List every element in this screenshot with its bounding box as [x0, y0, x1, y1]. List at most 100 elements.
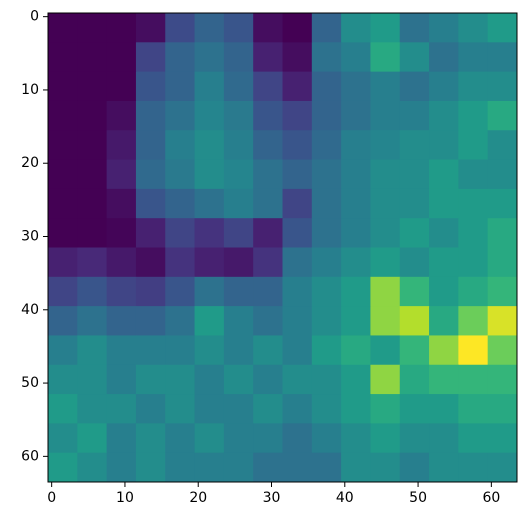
heatmap-cell: [488, 423, 518, 453]
heatmap-cell: [48, 423, 78, 453]
heatmap-cell: [488, 394, 518, 424]
heatmap-cell: [224, 453, 254, 483]
heatmap-cell: [400, 101, 430, 131]
heatmap-cell: [195, 365, 225, 395]
heatmap-cell: [224, 365, 254, 395]
heatmap-cell: [429, 277, 459, 307]
heatmap-cell: [370, 42, 400, 72]
heatmap-cell: [341, 248, 371, 278]
heatmap-cell: [195, 277, 225, 307]
heatmap-cell: [488, 13, 518, 43]
heatmap-cell: [107, 218, 137, 248]
heatmap-cell: [195, 394, 225, 424]
heatmap-cell: [283, 160, 313, 190]
heatmap-cell: [370, 13, 400, 43]
heatmap-cell: [341, 335, 371, 365]
heatmap-cell: [341, 423, 371, 453]
heatmap-cell: [107, 335, 137, 365]
heatmap-cell: [312, 365, 342, 395]
heatmap-cell: [488, 160, 518, 190]
heatmap-cell: [253, 101, 283, 131]
heatmap-cell: [165, 130, 195, 160]
heatmap-cell: [429, 72, 459, 102]
heatmap-cell: [48, 42, 78, 72]
heatmap-cell: [136, 42, 166, 72]
heatmap-cell: [370, 101, 400, 131]
y-tick-label: 0: [30, 9, 39, 25]
heatmap-cell: [136, 189, 166, 219]
heatmap-cell: [458, 306, 488, 336]
heatmap-cell: [429, 13, 459, 43]
heatmap-cell: [400, 130, 430, 160]
heatmap-cell: [400, 42, 430, 72]
heatmap-cell: [136, 248, 166, 278]
heatmap-cell: [370, 277, 400, 307]
heatmap-cell: [312, 394, 342, 424]
heatmap-cell: [48, 335, 78, 365]
heatmap-cell: [165, 394, 195, 424]
heatmap-cell: [370, 335, 400, 365]
heatmap-cell: [488, 277, 518, 307]
heatmap-cell: [77, 365, 107, 395]
heatmap-cell: [429, 101, 459, 131]
x-tick-label: 20: [189, 490, 207, 506]
heatmap-cell: [458, 130, 488, 160]
heatmap-cell: [224, 423, 254, 453]
heatmap-cell: [77, 277, 107, 307]
heatmap-cell: [77, 335, 107, 365]
heatmap-cell: [429, 160, 459, 190]
heatmap-cell: [400, 365, 430, 395]
heatmap-cell: [136, 306, 166, 336]
heatmap-cell: [312, 42, 342, 72]
heatmap-cell: [107, 453, 137, 483]
heatmap-cell: [253, 42, 283, 72]
heatmap-cell: [253, 277, 283, 307]
heatmap-cell: [48, 306, 78, 336]
heatmap-cell: [165, 160, 195, 190]
y-tick-label: 30: [21, 229, 39, 245]
heatmap-cell: [400, 277, 430, 307]
heatmap-cell: [224, 160, 254, 190]
heatmap-cell: [107, 423, 137, 453]
heatmap-cell: [488, 130, 518, 160]
heatmap-cell: [224, 13, 254, 43]
heatmap-cell: [341, 394, 371, 424]
heatmap-cell: [283, 101, 313, 131]
heatmap-cell: [253, 306, 283, 336]
heatmap-cell: [312, 335, 342, 365]
heatmap-cell: [488, 306, 518, 336]
heatmap-cell: [370, 423, 400, 453]
heatmap-cell: [341, 365, 371, 395]
heatmap-cell: [107, 42, 137, 72]
heatmap-cell: [165, 453, 195, 483]
heatmap-cell: [370, 218, 400, 248]
heatmap-cell: [165, 423, 195, 453]
heatmap-cell: [283, 394, 313, 424]
heatmap-cell: [253, 248, 283, 278]
heatmap-cell: [195, 42, 225, 72]
heatmap-cell: [488, 101, 518, 131]
heatmap-cell: [224, 218, 254, 248]
heatmap-cell: [224, 101, 254, 131]
heatmap-cell: [253, 218, 283, 248]
heatmap-cell: [165, 189, 195, 219]
heatmap-cell: [400, 248, 430, 278]
heatmap-cell: [370, 130, 400, 160]
heatmap-cell: [283, 130, 313, 160]
heatmap-cell: [77, 453, 107, 483]
x-tick-label: 50: [409, 490, 427, 506]
heatmap-cell: [224, 130, 254, 160]
heatmap-cell: [458, 42, 488, 72]
heatmap-cell: [283, 189, 313, 219]
heatmap-cell: [341, 160, 371, 190]
heatmap-cell: [195, 218, 225, 248]
heatmap-cell: [107, 72, 137, 102]
heatmap-cell: [195, 189, 225, 219]
heatmap-cell: [458, 72, 488, 102]
heatmap-cell: [48, 277, 78, 307]
heatmap-cell: [312, 306, 342, 336]
heatmap-cell: [48, 365, 78, 395]
heatmap-cell: [224, 189, 254, 219]
heatmap-cell: [48, 218, 78, 248]
x-tick-label: 10: [116, 490, 134, 506]
